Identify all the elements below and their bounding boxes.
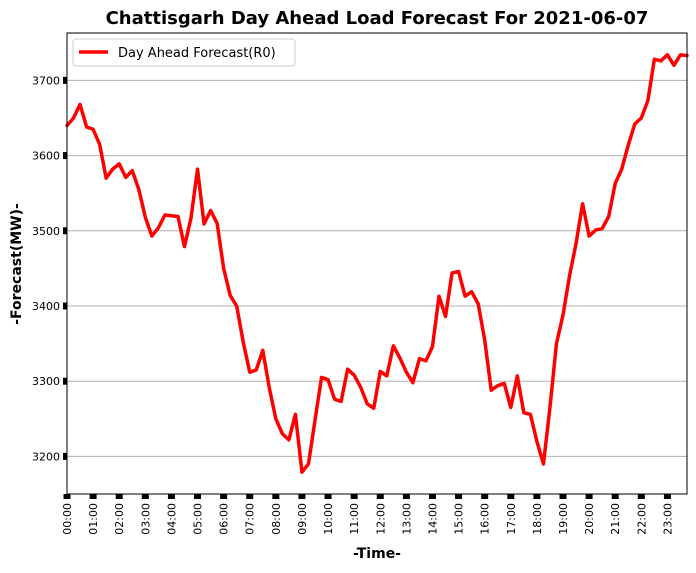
x-tick-label: 03:00: [139, 503, 152, 535]
x-tick-label: 19:00: [557, 503, 570, 535]
y-tick-label: 3600: [32, 150, 60, 163]
y-tick-label: 3400: [32, 300, 60, 313]
x-tick-mark: [559, 494, 567, 499]
x-tick-label: 06:00: [218, 503, 231, 535]
x-axis-label: -Time-: [353, 546, 401, 562]
y-tick-mark: [63, 227, 67, 235]
x-axis-ticks: 00:00 01:00 02:00 03:00 04:00 05:00 06:00 07:00…: [61, 494, 674, 535]
x-tick-mark: [507, 494, 515, 499]
y-tick-mark: [63, 76, 67, 84]
plot-frame: [66, 32, 688, 495]
series-line: [65, 53, 689, 474]
x-tick-mark: [455, 494, 463, 499]
y-tick-label: 3200: [32, 450, 60, 463]
x-tick-mark: [63, 494, 71, 499]
x-tick-mark: [272, 494, 280, 499]
x-tick-mark: [585, 494, 593, 499]
x-tick-mark: [298, 494, 306, 499]
x-tick-mark: [481, 494, 489, 499]
x-tick-mark: [402, 494, 410, 499]
y-tick-label: 3700: [32, 74, 60, 87]
x-tick-label: 09:00: [296, 503, 309, 535]
x-tick-label: 11:00: [348, 503, 361, 535]
x-tick-label: 08:00: [270, 503, 283, 535]
y-tick-mark: [63, 452, 67, 460]
x-tick-mark: [350, 494, 358, 499]
x-tick-mark: [194, 494, 202, 499]
x-tick-label: 02:00: [113, 503, 126, 535]
x-tick-mark: [324, 494, 332, 499]
y-tick-mark: [63, 302, 67, 310]
x-tick-mark: [115, 494, 123, 499]
x-tick-mark: [246, 494, 254, 499]
x-tick-label: 20:00: [583, 503, 596, 535]
x-tick-mark: [533, 494, 541, 499]
x-tick-label: 13:00: [400, 503, 413, 535]
x-tick-mark: [663, 494, 671, 499]
x-tick-label: 23:00: [661, 503, 674, 535]
x-tick-label: 01:00: [87, 503, 100, 535]
x-tick-label: 10:00: [322, 503, 335, 535]
x-tick-mark: [141, 494, 149, 499]
y-tick-label: 3500: [32, 225, 60, 238]
legend: Day Ahead Forecast(R0): [72, 38, 296, 67]
x-tick-label: 22:00: [635, 503, 648, 535]
x-tick-mark: [611, 494, 619, 499]
x-tick-label: 04:00: [165, 503, 178, 535]
y-tick-mark: [63, 152, 67, 160]
x-tick-label: 17:00: [505, 503, 518, 535]
x-tick-label: 14:00: [426, 503, 439, 535]
legend-box: [72, 38, 296, 67]
x-tick-mark: [428, 494, 436, 499]
x-tick-mark: [376, 494, 384, 499]
x-tick-label: 21:00: [609, 503, 622, 535]
x-tick-label: 12:00: [374, 503, 387, 535]
chart-title: Chattisgarh Day Ahead Load Forecast For …: [106, 8, 649, 29]
y-axis-ticks: 3200 3300 3400 3500 3600 3700: [32, 74, 67, 463]
series-layer: [65, 53, 689, 474]
y-axis-label: -Forecast(MW)-: [9, 203, 25, 325]
y-tick-mark: [63, 377, 67, 385]
gridlines: [67, 79, 687, 457]
x-tick-label: 07:00: [244, 503, 257, 535]
x-tick-label: 00:00: [61, 503, 74, 535]
x-tick-label: 05:00: [192, 503, 205, 535]
x-tick-label: 18:00: [531, 503, 544, 535]
y-tick-label: 3300: [32, 375, 60, 388]
x-tick-mark: [167, 494, 175, 499]
x-tick-mark: [220, 494, 228, 499]
x-tick-label: 15:00: [453, 503, 466, 535]
x-tick-label: 16:00: [479, 503, 492, 535]
x-tick-mark: [89, 494, 97, 499]
legend-label: Day Ahead Forecast(R0): [118, 46, 276, 61]
x-tick-mark: [637, 494, 645, 499]
